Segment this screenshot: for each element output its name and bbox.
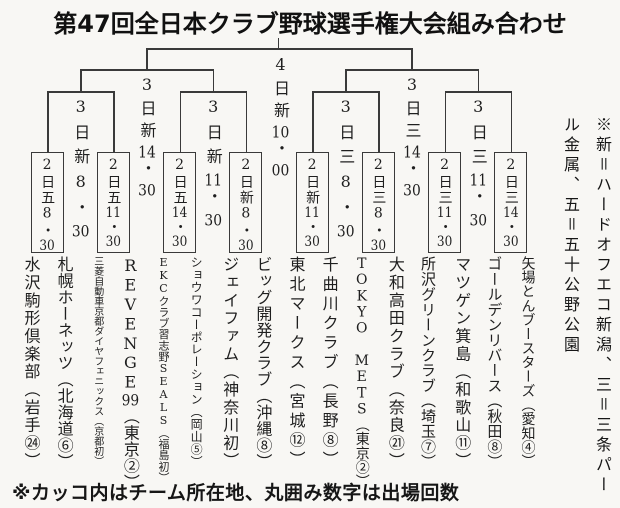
round1-time-label: 2日三11・30 [436,157,453,249]
round1-time-label: 2日新11・30 [304,157,321,249]
team-name: 大和高田クラブ（奈良㉑） [385,256,405,471]
quarterfinal-bar-line [312,91,379,93]
quarterfinal-time-label: 3日三11・30 [468,97,488,228]
round1-match-box [428,152,462,253]
round1-time-label: 2日五8・30 [39,157,56,253]
team-name: 所沢グリーンクラブ（埼玉⑦） [419,256,438,470]
final-bar-line [146,48,412,50]
quarterfinal-time-label: 3日三8・30 [336,97,356,239]
final-time-label: 4日新10・00 [270,55,290,178]
semifinal-stub-line [345,69,347,91]
team-name: 東北マークス（宮城⑫） [286,256,306,471]
team-name: REVENGE99（東京②） [120,256,140,491]
round1-match-box [361,152,395,253]
round1-time-label: 2日新8・30 [237,157,254,253]
quarterfinal-stub-line [245,91,248,152]
quarterfinal-time-label: 3日新11・30 [203,97,223,228]
team-name: 千曲川クラブ（長野⑧） [319,256,339,471]
venue-legend-note: ※新＝ハードオフエコ新潟、三＝三条パー ル金属、五＝五十公野公園 [561,116,612,496]
quarterfinal-bar-line [179,91,246,93]
semifinal-bar-line [345,69,478,71]
footer-note: ※カッコ内はチーム所在地、丸囲み数字は出場回数 [12,482,460,504]
round1-match-box [96,152,130,253]
quarterfinal-bar-line [444,91,511,93]
team-name: EKCクラブ習志野SEALS（福島初） [157,256,171,483]
round1-time-label: 2日五14・30 [171,157,188,249]
title-connector-line [277,38,280,48]
semifinal-bar-line [80,69,213,71]
round1-match-box [163,152,197,253]
team-name: 札幌ホーネッツ（北海道⑥） [54,256,74,470]
final-stub-line [146,48,149,69]
round1-match-box [494,152,528,253]
team-name: ジェイファム（神奈川初） [220,256,240,471]
semifinal-stub-line [80,69,82,91]
semifinal-stub-line [212,69,215,91]
semifinal-stub-line [477,69,480,91]
team-name: TOKYO METS（東京②） [353,256,370,489]
round1-time-label: 2日三14・30 [502,157,519,249]
team-name: ショウワコーポレーション（岡山⑤） [189,256,204,468]
quarterfinal-bar-line [47,91,114,93]
quarterfinal-time-label: 3日新8・30 [71,97,91,239]
quarterfinal-stub-line [47,91,49,152]
team-name: マツゲン箕島（和歌山⑪） [452,256,472,471]
semifinal-time-label: 3日新14・30 [137,75,157,198]
quarterfinal-stub-line [113,91,115,152]
tournament-title: 第47回全日本クラブ野球選手権大会組み合わせ [53,10,567,38]
round1-time-label: 2日五11・30 [105,157,122,249]
quarterfinal-stub-line [444,91,447,152]
quarterfinal-stub-line [179,91,182,152]
team-name: ゴールデンリバース（秋田⑧） [485,256,504,470]
quarterfinal-stub-line [312,91,314,152]
round1-match-box [30,152,64,253]
semifinal-time-label: 3日三14・30 [402,75,422,198]
round1-match-box [295,152,329,253]
quarterfinal-stub-line [378,91,380,152]
team-name: 水沢駒形倶楽部（岩手㉔） [21,256,41,471]
round1-time-label: 2日三8・30 [370,157,387,253]
team-name: ビッグ開発クラブ（沖縄⑧） [253,256,273,470]
final-stub-line [411,48,414,69]
quarterfinal-stub-line [510,91,513,152]
team-name: 三菱自動車京都ダイヤフェニックス（京都初） [91,256,103,466]
team-name: 矢場とんブースターズ（愛知④） [519,256,536,469]
round1-match-box [229,152,263,253]
